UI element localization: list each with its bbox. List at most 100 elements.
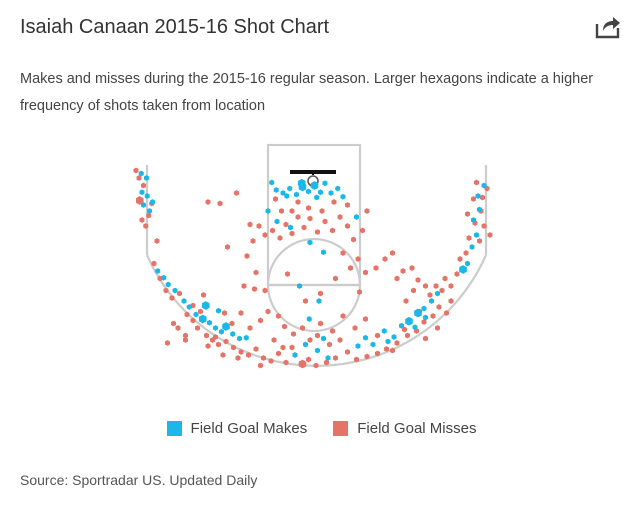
shot-miss-hexagon xyxy=(307,337,313,343)
shot-miss-hexagon xyxy=(182,332,189,339)
shot-miss-hexagon xyxy=(353,356,360,363)
shot-make-hexagon xyxy=(155,268,161,274)
shot-miss-hexagon xyxy=(314,332,321,339)
shot-miss-hexagon xyxy=(404,332,411,339)
legend-item-misses[interactable]: Field Goal Misses xyxy=(333,420,476,437)
shot-miss-hexagon xyxy=(415,277,421,283)
shot-miss-hexagon xyxy=(133,167,139,174)
shot-miss-hexagon xyxy=(409,265,415,271)
shot-miss-hexagon xyxy=(253,346,259,352)
legend-item-makes[interactable]: Field Goal Makes xyxy=(166,420,307,437)
shot-miss-hexagon xyxy=(184,311,190,318)
shot-miss-hexagon xyxy=(164,340,171,346)
shot-make-hexagon xyxy=(307,239,313,246)
shot-miss-hexagon xyxy=(212,334,219,340)
shot-make-hexagon xyxy=(412,324,418,331)
shot-miss-hexagon xyxy=(224,244,231,250)
shot-miss-hexagon xyxy=(389,347,396,354)
shot-miss-hexagon xyxy=(479,194,486,201)
shot-miss-hexagon xyxy=(146,212,152,219)
page-title: Isaiah Canaan 2015-16 Shot Chart xyxy=(20,16,330,38)
shot-miss-hexagon xyxy=(448,298,454,304)
shot-make-hexagon xyxy=(414,308,422,318)
shot-miss-hexagon xyxy=(277,235,283,241)
shot-miss-hexagon xyxy=(289,208,295,214)
chart-subtitle: Makes and misses during the 2015-16 regu… xyxy=(20,71,594,114)
shot-miss-hexagon xyxy=(362,269,369,276)
shot-make-hexagon xyxy=(146,208,153,214)
shot-miss-hexagon xyxy=(290,331,297,337)
shot-make-hexagon xyxy=(297,178,306,188)
shot-make-hexagon xyxy=(370,341,376,348)
shot-miss-hexagon xyxy=(383,346,390,352)
shot-make-hexagon xyxy=(340,193,346,200)
shot-miss-hexagon xyxy=(394,340,400,346)
shot-miss-hexagon xyxy=(476,238,483,244)
shot-make-hexagon xyxy=(475,193,481,199)
shot-miss-hexagon xyxy=(340,250,346,256)
shot-miss-hexagon xyxy=(434,325,441,331)
legend-label-misses: Field Goal Misses xyxy=(357,420,477,437)
shot-miss-hexagon xyxy=(244,253,250,259)
shot-miss-hexagon xyxy=(256,223,262,229)
shot-make-hexagon xyxy=(292,352,298,358)
shot-miss-hexagon xyxy=(170,320,177,327)
shot-miss-hexagon xyxy=(347,265,354,271)
shot-make-hexagon xyxy=(335,185,341,192)
shot-miss-hexagon xyxy=(298,359,307,369)
shot-miss-hexagon xyxy=(439,287,445,294)
shot-miss-hexagon xyxy=(326,341,333,348)
shot-miss-hexagon xyxy=(268,358,274,364)
shot-miss-hexagon xyxy=(443,310,450,316)
shot-miss-hexagon xyxy=(356,289,363,295)
shot-make-hexagon xyxy=(144,193,150,199)
shot-miss-hexagon xyxy=(262,232,268,238)
shot-miss-hexagon xyxy=(401,326,408,333)
shot-make-hexagon xyxy=(476,206,483,213)
shot-make-hexagon xyxy=(353,214,360,220)
shot-make-hexagon xyxy=(293,191,300,198)
shot-miss-hexagon xyxy=(364,208,370,214)
shot-make-hexagon xyxy=(481,182,487,189)
shot-make-hexagon xyxy=(385,338,391,345)
shot-make-hexagon xyxy=(212,325,219,331)
shot-miss-hexagon xyxy=(313,362,319,369)
shot-make-hexagon xyxy=(355,343,361,349)
shot-miss-hexagon xyxy=(436,304,442,310)
shot-miss-hexagon xyxy=(238,310,244,316)
shot-make-hexagon xyxy=(302,341,309,348)
shot-miss-hexagon xyxy=(221,310,228,316)
shot-make-hexagon xyxy=(206,319,213,326)
shot-make-hexagon xyxy=(165,281,171,288)
shot-miss-hexagon xyxy=(275,350,282,357)
shot-make-hexagon xyxy=(218,328,225,335)
share-arrow-icon[interactable] xyxy=(594,14,622,40)
shot-miss-hexagon xyxy=(337,337,343,343)
shot-make-hexagon xyxy=(273,187,279,193)
shot-miss-hexagon xyxy=(241,283,247,289)
shot-miss-hexagon xyxy=(140,182,147,189)
shot-miss-hexagon xyxy=(362,316,369,322)
shot-make-hexagon xyxy=(405,316,413,326)
shot-miss-hexagon xyxy=(205,199,211,205)
shot-miss-hexagon xyxy=(151,260,157,267)
shot-miss-hexagon xyxy=(262,287,268,294)
shot-miss-hexagon xyxy=(394,275,400,282)
shot-miss-hexagon xyxy=(364,353,370,360)
shot-miss-hexagon xyxy=(487,232,493,238)
shot-miss-hexagon xyxy=(314,229,321,235)
shot-miss-hexagon xyxy=(448,283,454,289)
shot-make-hexagon xyxy=(310,181,319,190)
shot-miss-hexagon xyxy=(481,223,487,229)
shot-make-hexagon xyxy=(306,316,312,322)
shot-miss-hexagon xyxy=(200,292,207,298)
shot-make-hexagon xyxy=(186,304,192,310)
shot-miss-hexagon xyxy=(374,332,381,339)
shot-miss-hexagon xyxy=(235,355,241,361)
shot-miss-hexagon xyxy=(427,292,433,298)
shot-miss-hexagon xyxy=(422,283,429,289)
shot-make-hexagon xyxy=(422,314,429,321)
shot-miss-hexagon xyxy=(190,317,196,324)
shot-miss-hexagon xyxy=(253,269,259,276)
shot-miss-hexagon xyxy=(433,283,439,289)
